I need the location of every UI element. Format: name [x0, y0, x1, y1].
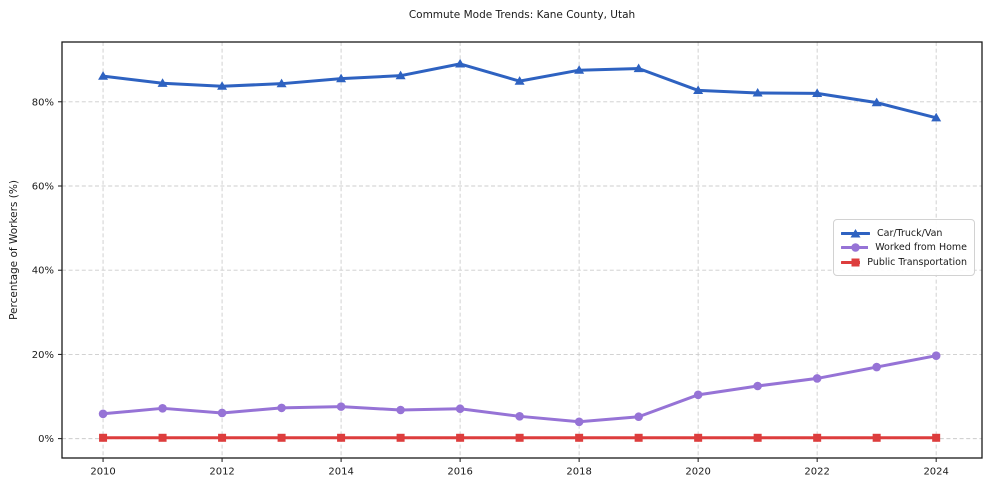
x-tick-label: 2010: [90, 467, 115, 478]
square-marker: [158, 433, 167, 442]
tick-labels: 2010 2012 2014 2016 2018 2020 2022 2024 0% 20% 40%…: [32, 97, 949, 477]
x-tick-label: 2018: [566, 467, 591, 478]
square-marker: [456, 433, 465, 442]
triangle-marker: [336, 73, 347, 83]
square-marker: [753, 433, 762, 442]
legend-item-worked-from-home: Worked from Home: [841, 241, 967, 255]
circle-marker: [753, 381, 762, 391]
y-tick-label: 0%: [38, 434, 54, 445]
legend: Car/Truck/Van Worked from Home Public Tran…: [833, 219, 975, 276]
legend-item-label: Public Transportation: [867, 256, 967, 268]
circle-marker: [693, 390, 703, 400]
x-tick-label: 2024: [923, 467, 948, 478]
square-marker: [277, 433, 286, 442]
chart-title: Commute Mode Trends: Kane County, Utah: [408, 9, 636, 21]
square-marker: [694, 433, 703, 442]
x-tick-label: 2016: [447, 467, 472, 478]
y-tick-label: 40%: [32, 266, 54, 277]
triangle-marker: [871, 97, 882, 107]
square-legend-marker-icon: [841, 258, 861, 266]
circle-marker: [872, 362, 881, 372]
triangle-marker: [812, 88, 823, 97]
circle-marker: [574, 417, 584, 427]
circle-marker: [158, 404, 167, 413]
square-marker: [515, 433, 524, 442]
circle-marker: [931, 351, 941, 360]
triangle-marker: [752, 87, 763, 97]
triangle-legend-marker-icon: [841, 228, 870, 237]
circle-marker: [277, 403, 286, 413]
circle-marker: [98, 409, 108, 419]
circle-marker: [812, 374, 822, 383]
legend-item-public-transportation: Public Transportation: [841, 255, 967, 269]
series-worked-from-home: [98, 351, 941, 427]
triangle-marker: [693, 85, 704, 95]
triangle-marker: [276, 78, 287, 88]
square-marker: [932, 433, 941, 442]
triangle-marker: [931, 112, 942, 122]
y-tick-label: 80%: [32, 97, 54, 108]
circle-marker: [455, 404, 465, 414]
triangle-marker: [217, 81, 228, 90]
x-tick-label: 2012: [209, 467, 234, 478]
circle-legend-marker-icon: [841, 243, 869, 252]
triangle-marker: [574, 65, 585, 74]
axes-border: [61, 41, 983, 459]
x-tick-label: 2014: [328, 467, 353, 478]
circle-marker: [336, 402, 346, 411]
x-tick-label: 2020: [685, 467, 710, 478]
legend-item-label: Car/Truck/Van: [877, 227, 943, 239]
tick-marks: [58, 101, 937, 462]
triangle-marker: [157, 78, 168, 87]
square-marker: [99, 433, 108, 442]
y-tick-label: 20%: [32, 350, 54, 361]
square-marker: [813, 433, 822, 442]
series-car-truck-van: [98, 58, 942, 122]
circle-marker: [396, 405, 405, 415]
square-marker: [634, 433, 643, 442]
triangle-marker: [395, 70, 406, 80]
triangle-marker: [98, 71, 109, 80]
legend-item-label: Worked from Home: [875, 242, 967, 253]
triangle-marker: [633, 63, 644, 73]
square-marker: [218, 433, 227, 442]
square-marker: [872, 433, 881, 442]
legend-item-car-truck-van: Car/Truck/Van: [841, 226, 967, 240]
triangle-marker: [455, 58, 466, 68]
circle-marker: [515, 412, 524, 421]
circle-marker: [634, 412, 643, 422]
circle-marker: [217, 408, 227, 418]
square-marker: [396, 433, 405, 442]
y-tick-label: 60%: [32, 182, 54, 193]
square-marker: [575, 433, 584, 442]
triangle-marker: [514, 76, 525, 85]
series-public-transportation: [99, 433, 941, 442]
x-tick-label: 2022: [804, 467, 829, 478]
square-marker: [337, 433, 346, 442]
